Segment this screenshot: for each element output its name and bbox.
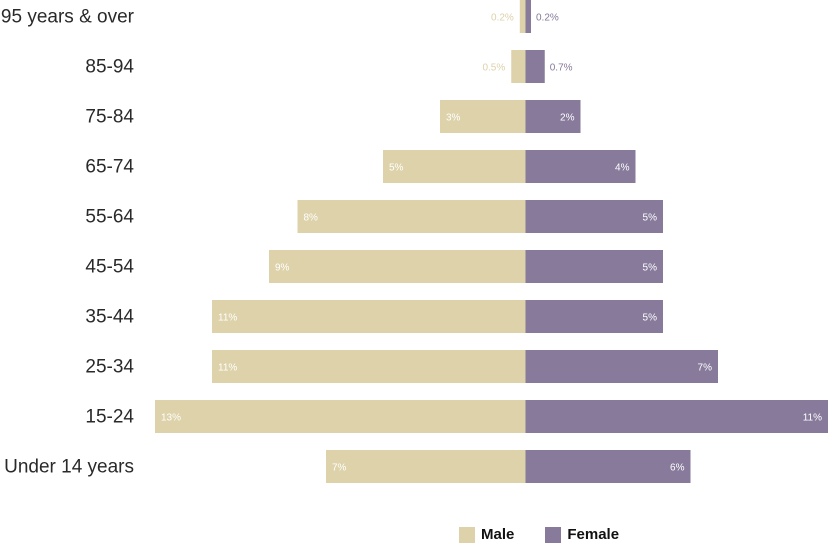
legend-label-male: Male [481,526,515,543]
data-label-female-95-years-over: 0.2% [536,13,559,24]
legend-item-female: Female [545,526,619,543]
bar-male-85-94 [511,50,526,83]
bar-female-15-24 [525,400,828,433]
data-label-male-15-24: 13% [161,413,181,424]
bar-male-75-84 [440,100,526,133]
category-label-under-14-years: Under 14 years [4,457,134,478]
bar-male-95-years-over [519,0,526,33]
data-label-female-15-24: 11% [803,413,822,424]
bar-male-15-24 [155,400,526,433]
data-label-male-35-44: 11% [218,313,237,324]
bar-male-under-14-years [326,450,526,483]
bar-male-25-34 [212,350,526,383]
data-label-male-85-94: 0.5% [482,63,505,74]
bar-male-45-54 [269,250,526,283]
legend-label-female: Female [567,526,620,543]
data-label-female-65-74: 4% [615,163,630,174]
legend: Male Female [459,526,650,543]
category-label-75-84: 75-84 [85,107,134,128]
category-label-85-94: 85-94 [85,57,134,78]
data-label-female-55-64: 5% [643,213,658,224]
category-label-65-74: 65-74 [85,157,134,178]
legend-swatch-female [545,526,562,543]
bar-female-55-64 [525,200,663,233]
bar-female-85-94 [525,50,545,83]
data-label-female-35-44: 5% [643,313,658,324]
category-label-95-years-over: 95 years & over [1,7,135,28]
category-label-25-34: 25-34 [85,357,134,378]
category-label-45-54: 45-54 [85,257,134,278]
bar-female-under-14-years [525,450,691,483]
category-label-35-44: 35-44 [85,307,134,328]
bar-female-35-44 [525,300,663,333]
bar-female-95-years-over [525,0,531,33]
category-label-55-64: 55-64 [85,207,134,228]
bar-male-35-44 [212,300,526,333]
data-label-female-75-84: 2% [560,113,575,124]
data-label-male-25-34: 11% [218,363,237,374]
data-label-male-95-years-over: 0.2% [491,13,514,24]
category-label-15-24: 15-24 [85,407,134,428]
data-label-female-25-34: 7% [698,363,713,374]
legend-item-male: Male [459,526,514,543]
data-label-female-45-54: 5% [643,263,658,274]
bar-female-65-74 [525,150,636,183]
bar-male-55-64 [297,200,526,233]
data-label-male-45-54: 9% [275,263,290,274]
data-label-female-85-94: 0.7% [550,63,573,74]
data-label-female-under-14-years: 6% [670,463,685,474]
data-label-male-under-14-years: 7% [332,463,347,474]
data-label-male-75-84: 3% [446,113,461,124]
bar-female-75-84 [525,100,581,133]
bar-female-25-34 [525,350,718,383]
bar-male-65-74 [383,150,526,183]
bar-female-45-54 [525,250,663,283]
data-label-male-65-74: 5% [389,163,404,174]
legend-swatch-male [459,526,475,543]
data-label-male-55-64: 8% [304,213,319,224]
